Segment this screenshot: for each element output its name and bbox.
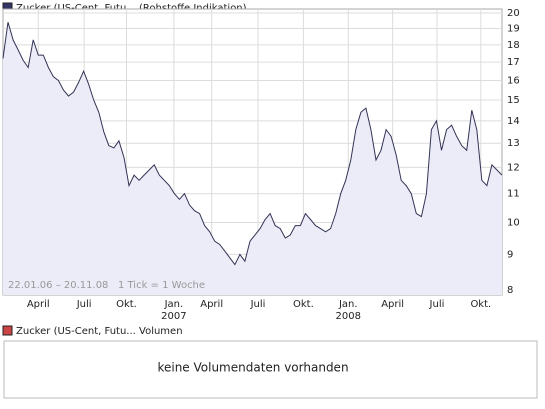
x-tick-label: Okt. bbox=[293, 299, 314, 310]
line bbox=[2, 22, 503, 266]
volume-panel bbox=[3, 340, 538, 399]
x-tick-label: Juli bbox=[76, 299, 92, 310]
x-tick-label: Jan. bbox=[164, 299, 184, 310]
y-tick-label: 9 bbox=[507, 249, 513, 260]
x-tick-label: Juli bbox=[429, 299, 445, 310]
y-tick-label: 17 bbox=[507, 57, 520, 68]
volume-legend: Zucker (US-Cent, Futu... Volumen bbox=[16, 326, 183, 337]
x-tick-label: April bbox=[27, 299, 50, 310]
y-tick-label: 16 bbox=[507, 75, 520, 86]
y-tick-label: 20 bbox=[507, 8, 520, 19]
y-tick-label: 12 bbox=[507, 162, 520, 173]
area bbox=[3, 22, 502, 295]
y-tick-label: 18 bbox=[507, 40, 520, 51]
x-tick-label: Okt. bbox=[470, 299, 491, 310]
y-tick-label: 13 bbox=[507, 138, 520, 149]
y-tick-label: 11 bbox=[507, 189, 520, 200]
y-tick-label: 15 bbox=[507, 95, 520, 106]
y-tick-label: 8 bbox=[507, 285, 513, 296]
x-tick-label: April bbox=[381, 299, 404, 310]
volume-message: keine Volumendaten vorhanden bbox=[157, 361, 348, 375]
y-tick-label: 10 bbox=[507, 218, 520, 229]
x-year-label: 2008 bbox=[336, 311, 361, 322]
y-tick-label: 14 bbox=[507, 116, 520, 127]
x-year-label: 2007 bbox=[161, 311, 186, 322]
x-tick-label: Juli bbox=[250, 299, 266, 310]
x-tick-label: Jan. bbox=[338, 299, 358, 310]
legend-swatch bbox=[2, 325, 13, 336]
y-tick-label: 19 bbox=[507, 24, 520, 35]
x-tick-label: April bbox=[200, 299, 223, 310]
x-tick-label: Okt. bbox=[116, 299, 137, 310]
annotation: 22.01.06 – 20.11.08 1 Tick = 1 Woche bbox=[8, 280, 205, 291]
